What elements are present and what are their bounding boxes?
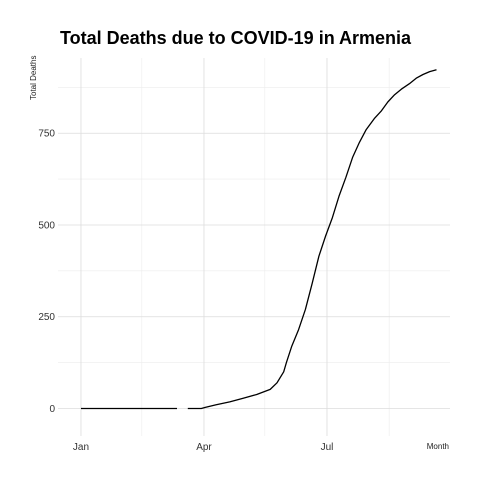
x-axis-tick-labels: Jan Apr Jul (73, 442, 333, 453)
x-axis-label: Month (427, 442, 449, 451)
y-tick-label: 0 (49, 404, 55, 415)
minor-gridlines-x (141, 58, 390, 436)
y-tick-label: 500 (38, 220, 55, 231)
series-line-segment (187, 69, 437, 410)
series-total-deaths (81, 69, 437, 410)
x-tick-label: Jan (73, 442, 89, 453)
major-gridlines-x (80, 58, 328, 436)
major-gridlines-y (58, 132, 450, 409)
y-tick-label: 250 (38, 312, 55, 323)
x-tick-label: Jul (321, 442, 334, 453)
minor-gridlines-y (58, 87, 450, 363)
y-axis-label: Total Deaths (29, 56, 38, 100)
x-tick-label: Apr (196, 442, 212, 453)
y-axis-tick-labels: 0 250 500 750 (38, 129, 55, 415)
y-tick-label: 750 (38, 129, 55, 140)
chart-title: Total Deaths due to COVID-19 in Armenia (60, 28, 412, 48)
